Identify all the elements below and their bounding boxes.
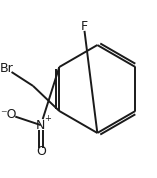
Text: N: N xyxy=(36,119,46,132)
Text: O: O xyxy=(36,145,46,158)
Text: Br: Br xyxy=(0,62,13,75)
Text: ⁻O: ⁻O xyxy=(0,108,17,121)
Text: +: + xyxy=(44,114,51,123)
Text: F: F xyxy=(80,20,88,33)
